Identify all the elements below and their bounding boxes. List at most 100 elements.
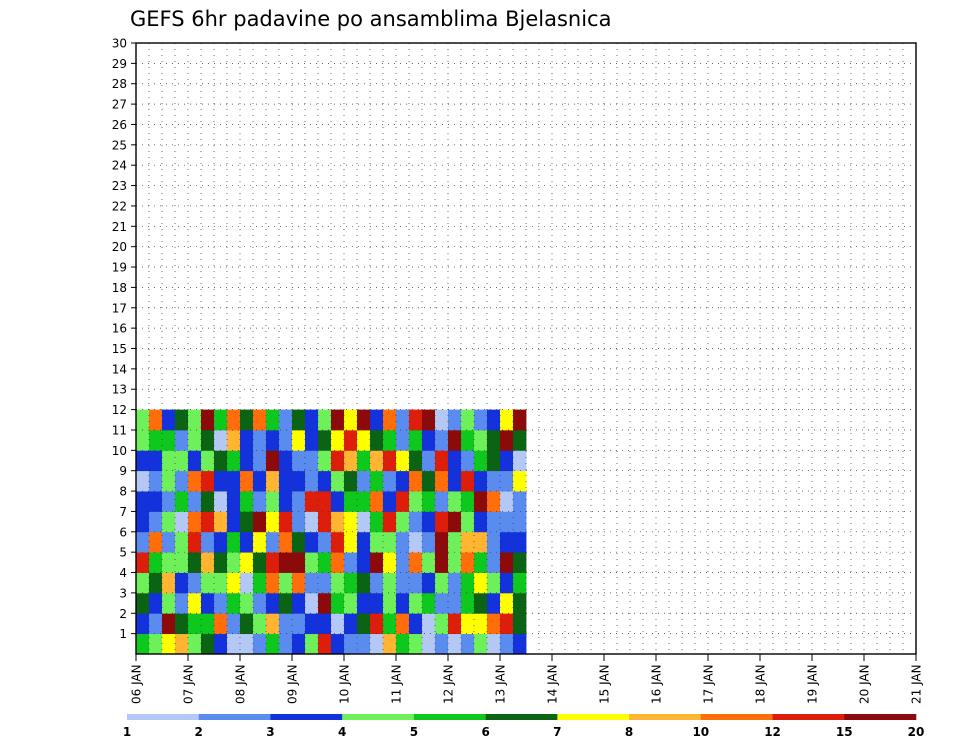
heatmap-cell [513, 633, 527, 655]
heatmap-cell [305, 429, 319, 451]
x-tick-label: 19 JAN [806, 664, 820, 704]
heatmap-cell [175, 429, 189, 451]
heatmap-cell [162, 450, 176, 472]
y-tick-label: 27 [112, 98, 127, 112]
heatmap-cell [201, 511, 215, 533]
heatmap-cell [461, 552, 475, 573]
heatmap-cell [201, 491, 215, 512]
heatmap-cell [448, 613, 462, 635]
heatmap-cell [240, 470, 254, 492]
heatmap-cell [318, 633, 332, 655]
heatmap-cell [474, 592, 488, 614]
heatmap-cell [383, 552, 397, 573]
y-tick-label: 6 [119, 525, 127, 539]
colorbar-swatch [342, 714, 415, 720]
heatmap-cell [396, 470, 410, 492]
heatmap-cell [201, 592, 215, 614]
heatmap-cell [331, 450, 345, 472]
y-tick-label: 15 [112, 342, 127, 356]
heatmap-cell [461, 592, 475, 614]
y-tick-label: 1 [119, 627, 127, 641]
heatmap-cell [149, 531, 163, 553]
chart-title: GEFS 6hr padavine po ansamblima Bjelasni… [130, 7, 611, 31]
heatmap-cell [435, 613, 449, 635]
heatmap-cell [461, 470, 475, 492]
heatmap-cell [370, 633, 384, 655]
heatmap-cell [136, 531, 150, 553]
heatmap-cell [292, 633, 306, 655]
heatmap-cell [513, 613, 527, 635]
heatmap-cell [162, 552, 176, 573]
heatmap-cell [487, 613, 501, 635]
heatmap-cell [357, 552, 371, 573]
heatmap-cell [253, 633, 267, 655]
heatmap-cell [344, 429, 358, 451]
heatmap-cell [149, 511, 163, 533]
heatmap-cell [513, 531, 527, 553]
heatmap-cell [136, 470, 150, 492]
y-tick-label: 18 [112, 281, 127, 295]
heatmap-cell [266, 511, 280, 533]
heatmap-cell [188, 511, 202, 533]
heatmap-cell [357, 491, 371, 512]
heatmap-cell [305, 572, 319, 594]
heatmap-cell [227, 450, 241, 472]
heatmap-cell [435, 511, 449, 533]
heatmap-cell [500, 613, 514, 635]
heatmap-cell [201, 552, 215, 573]
heatmap-cell [331, 633, 345, 655]
colorbar: 1 2 3 4 5 6 7 8 10 12 15 20 [123, 714, 924, 739]
heatmap-cell [331, 531, 345, 553]
x-tick-label: 11 JAN [390, 664, 404, 704]
y-tick-label: 3 [119, 586, 127, 600]
heatmap-cell [383, 470, 397, 492]
heatmap-cell [422, 552, 436, 573]
heatmap-cell [162, 429, 176, 451]
heatmap-cell [331, 552, 345, 573]
heatmap-cell [474, 552, 488, 573]
heatmap-cell [227, 613, 241, 635]
heatmap-cell [318, 409, 332, 431]
heatmap-cell [292, 531, 306, 553]
heatmap-cell [474, 429, 488, 451]
heatmap-cell [175, 572, 189, 594]
heatmap-cell [474, 470, 488, 492]
heatmap-cell [149, 491, 163, 512]
heatmap-cell [175, 511, 189, 533]
heatmap-cell [396, 531, 410, 553]
heatmap-cell [175, 491, 189, 512]
heatmap-cell [214, 511, 228, 533]
heatmap-cell [279, 531, 293, 553]
heatmap-cell [318, 572, 332, 594]
heatmap-cell [435, 531, 449, 553]
heatmap-cell [279, 429, 293, 451]
heatmap-cell [292, 470, 306, 492]
heatmap-cell [188, 409, 202, 431]
heatmap-cell [422, 409, 436, 431]
heatmap-cell [136, 572, 150, 594]
colorbar-label: 4 [338, 725, 346, 739]
heatmap-cell [435, 572, 449, 594]
heatmap-cell [396, 633, 410, 655]
heatmap-cell [318, 552, 332, 573]
heatmap-cell [500, 450, 514, 472]
colorbar-label: 3 [266, 725, 274, 739]
heatmap-cell [175, 592, 189, 614]
heatmap-cell [370, 552, 384, 573]
heatmap-cell [305, 491, 319, 512]
heatmap-cell [162, 531, 176, 553]
heatmap-cell [227, 470, 241, 492]
heatmap-cell [227, 429, 241, 451]
heatmap-cell [175, 470, 189, 492]
heatmap-cell [344, 531, 358, 553]
heatmap-cell [370, 409, 384, 431]
heatmap-cell [279, 552, 293, 573]
heatmap-cell [487, 429, 501, 451]
colorbar-label: 6 [481, 725, 489, 739]
y-tick-label: 4 [119, 566, 127, 580]
heatmap-cell [357, 531, 371, 553]
heatmap-cell [136, 429, 150, 451]
heatmap-cell [422, 429, 436, 451]
heatmap-cell [305, 592, 319, 614]
heatmap-cell [201, 409, 215, 431]
